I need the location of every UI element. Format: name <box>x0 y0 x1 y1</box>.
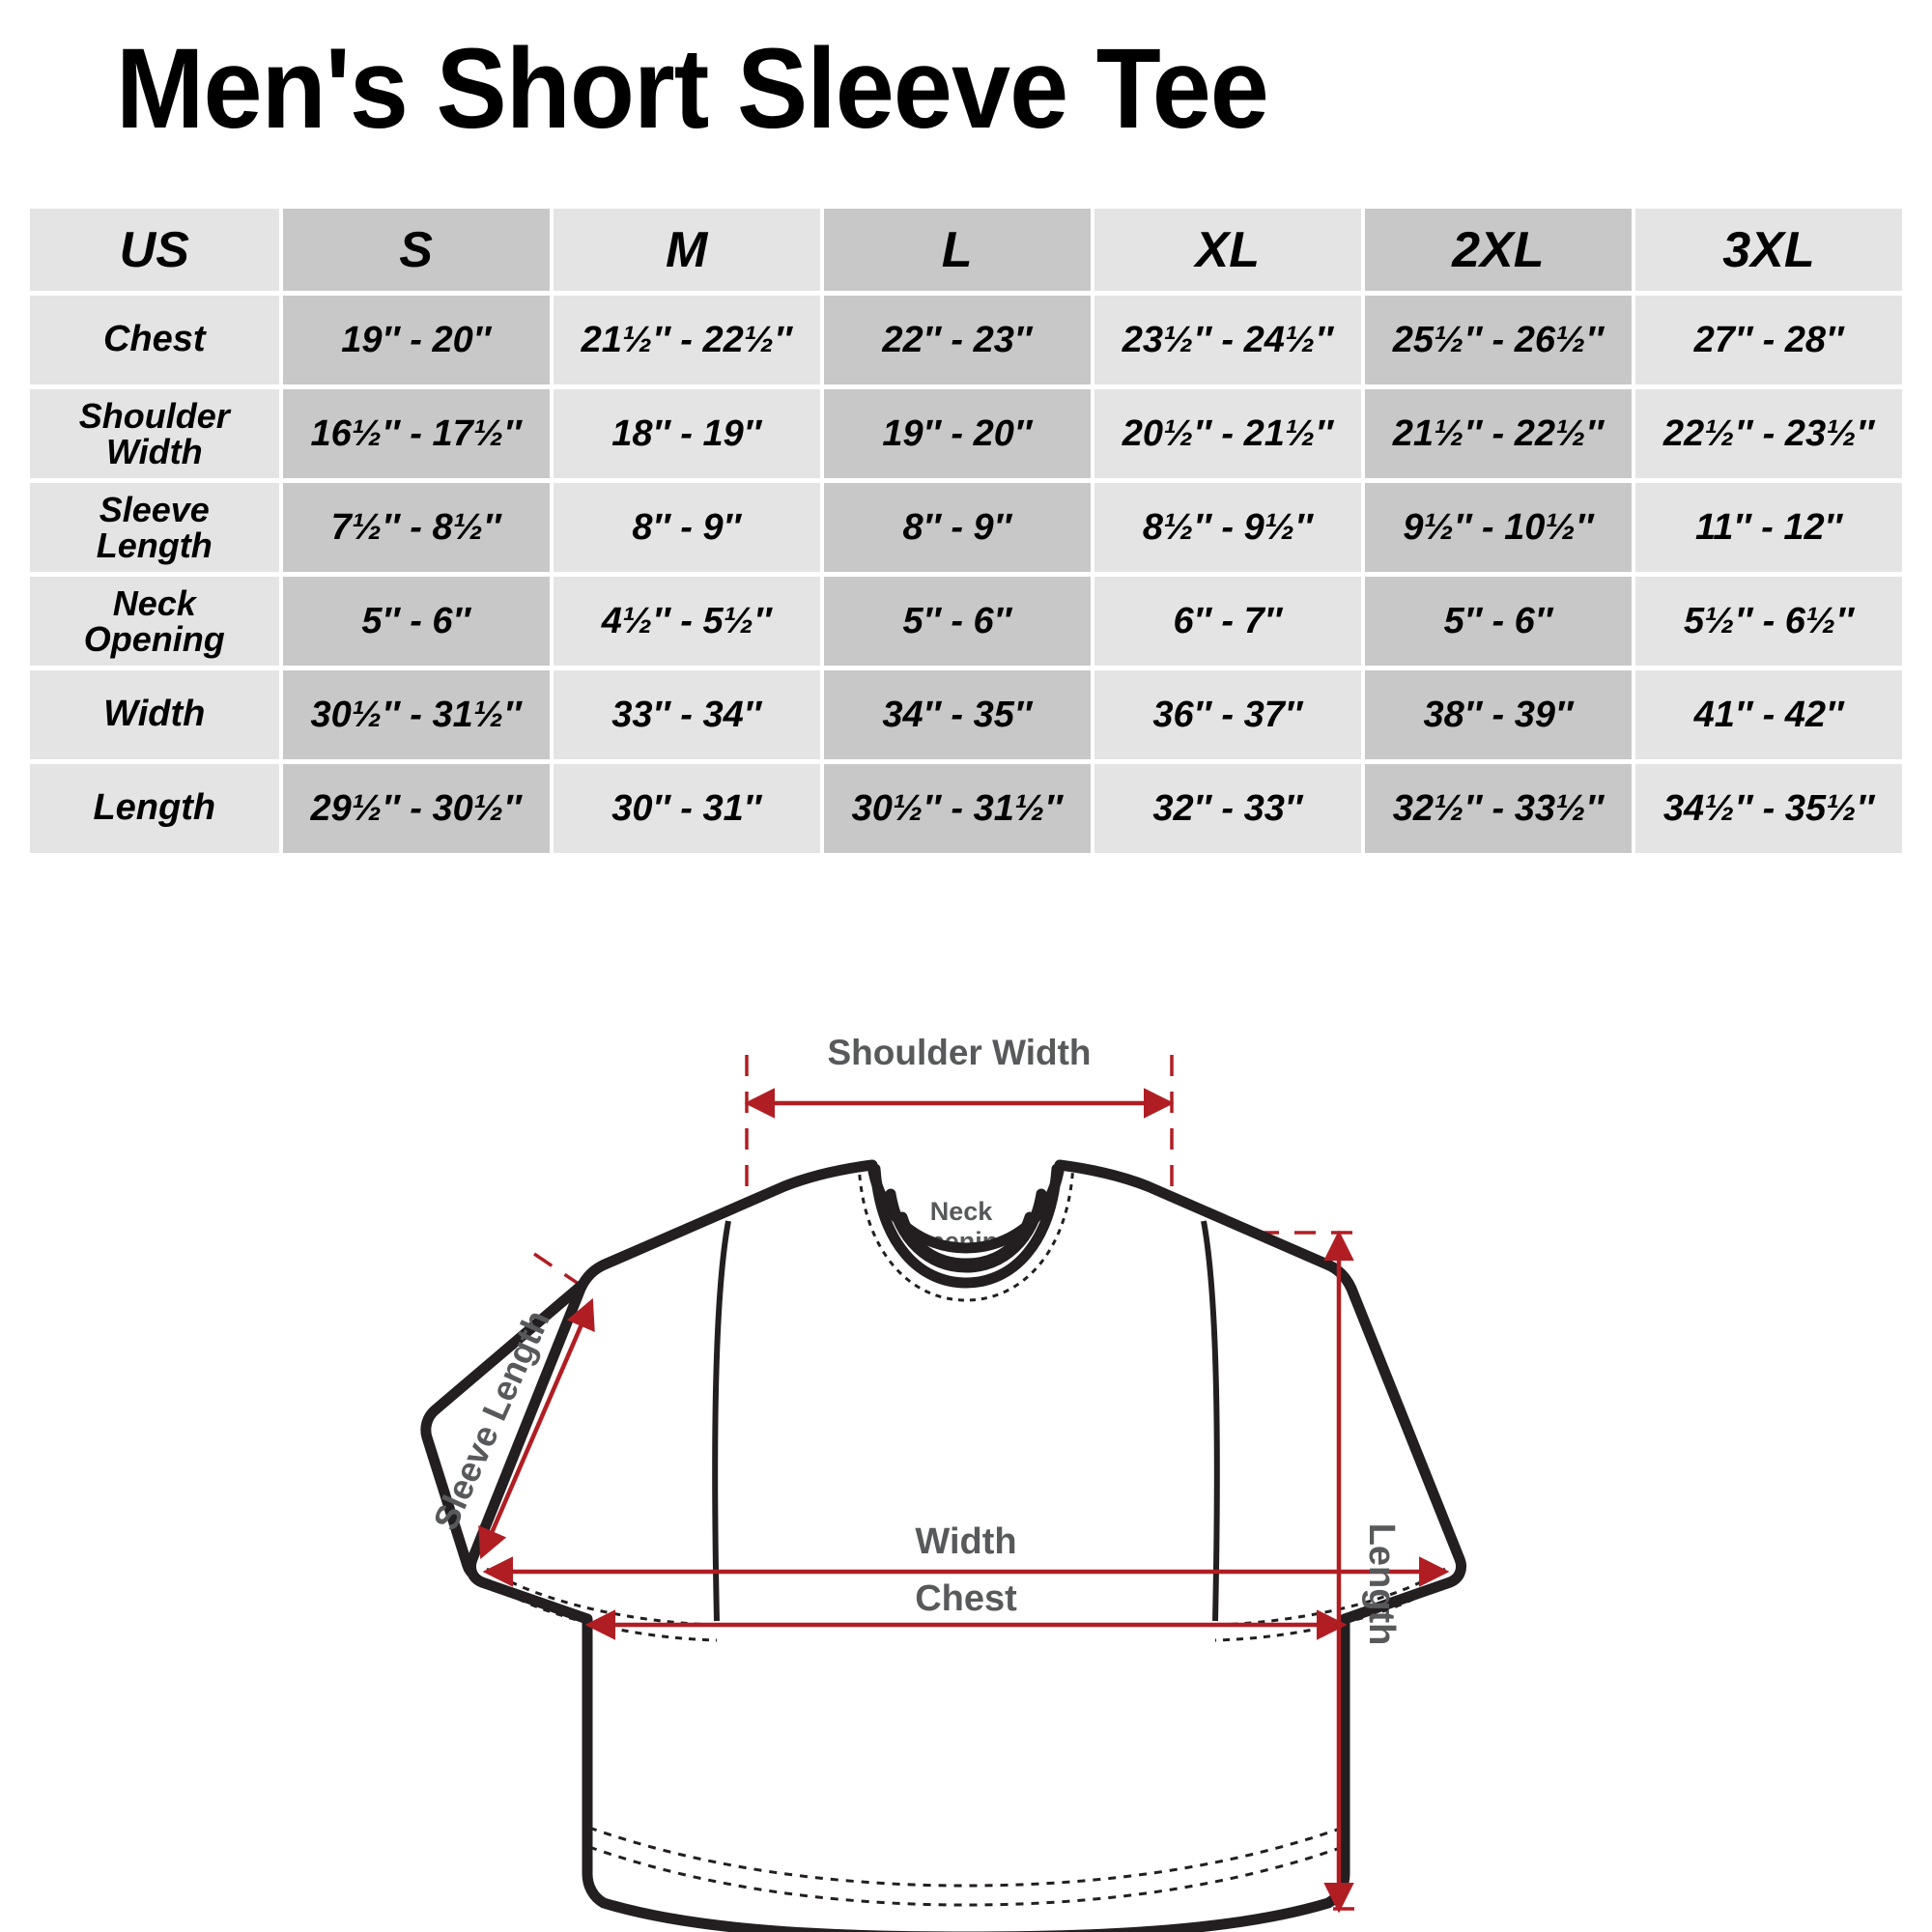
header-cell-2xl: 2XL <box>1364 209 1632 291</box>
cell-chest-2xl: 25½″ - 26½″ <box>1364 296 1632 384</box>
row-label-line2: Length <box>96 526 213 565</box>
tee-bottom-hem-stitch-2 <box>588 1845 1344 1907</box>
header-cell-us: US <box>30 209 279 291</box>
cell-chest-s: 19″ - 20″ <box>282 296 550 384</box>
table-row-width: Width 30½″ - 31½″ 33″ - 34″ 34″ - 35″ 36… <box>30 670 1902 759</box>
cell-length-2xl: 32½″ - 33½″ <box>1364 764 1632 853</box>
table-row-chest: Chest 19″ - 20″ 21½″ - 22½″ 22″ - 23″ 23… <box>30 296 1902 384</box>
row-label-line2: Width <box>105 432 203 471</box>
cell-shoulder-width-m: 18″ - 19″ <box>553 389 820 478</box>
cell-sleeve-length-l: 8″ - 9″ <box>823 483 1091 572</box>
cell-sleeve-length-m: 8″ - 9″ <box>553 483 820 572</box>
length-label: Length <box>1361 1523 1402 1646</box>
width-dimension: Width <box>482 1521 1450 1587</box>
cell-neck-opening-m: 4½″ - 5½″ <box>553 577 820 666</box>
header-cell-xl: XL <box>1094 209 1361 291</box>
cell-chest-l: 22″ - 23″ <box>823 296 1091 384</box>
chest-dimension: Chest <box>584 1578 1348 1640</box>
cell-length-3xl: 34½″ - 35½″ <box>1634 764 1902 853</box>
cell-sleeve-length-xl: 8½″ - 9½″ <box>1094 483 1361 572</box>
tee-collar-band-3 <box>896 1211 1036 1269</box>
chest-label: Chest <box>915 1578 1017 1619</box>
cell-width-2xl: 38″ - 39″ <box>1364 670 1632 759</box>
row-label-chest: Chest <box>30 296 279 384</box>
cell-length-l: 30½″ - 31½″ <box>823 764 1091 853</box>
cell-neck-opening-2xl: 5″ - 6″ <box>1364 577 1632 666</box>
cell-shoulder-width-2xl: 21½″ - 22½″ <box>1364 389 1632 478</box>
page-title: Men's Short Sleeve Tee <box>116 25 1269 153</box>
row-label-length: Length <box>30 764 279 853</box>
cell-sleeve-length-2xl: 9½″ - 10½″ <box>1364 483 1632 572</box>
cell-width-m: 33″ - 34″ <box>553 670 820 759</box>
table-header-row: US S M L XL 2XL 3XL <box>30 209 1902 291</box>
cell-chest-3xl: 27″ - 28″ <box>1634 296 1902 384</box>
tee-armhole-seam-right <box>1201 1220 1220 1622</box>
row-label-sleeve-length: Sleeve Length <box>30 483 279 572</box>
table-row-sleeve-length: Sleeve Length 7½″ - 8½″ 8″ - 9″ 8″ - 9″ … <box>30 483 1902 572</box>
cell-shoulder-width-s: 16½″ - 17½″ <box>282 389 550 478</box>
tee-collar-band-1 <box>869 1163 1063 1289</box>
cell-width-s: 30½″ - 31½″ <box>282 670 550 759</box>
cell-shoulder-width-xl: 20½″ - 21½″ <box>1094 389 1361 478</box>
cell-neck-opening-l: 5″ - 6″ <box>823 577 1091 666</box>
cell-neck-opening-s: 5″ - 6″ <box>282 577 550 666</box>
header-cell-l: L <box>823 209 1091 291</box>
cell-shoulder-width-l: 19″ - 20″ <box>823 389 1091 478</box>
header-cell-s: S <box>282 209 550 291</box>
header-cell-3xl: 3XL <box>1634 209 1902 291</box>
cell-neck-opening-xl: 6″ - 7″ <box>1094 577 1361 666</box>
table-row-neck-opening: Neck Opening 5″ - 6″ 4½″ - 5½″ 5″ - 6″ 6… <box>30 577 1902 666</box>
cell-width-xl: 36″ - 37″ <box>1094 670 1361 759</box>
cell-width-l: 34″ - 35″ <box>823 670 1091 759</box>
row-label-line1: Sleeve <box>99 489 210 529</box>
cell-length-m: 30″ - 31″ <box>553 764 820 853</box>
width-label: Width <box>915 1521 1016 1562</box>
row-label-line2: Opening <box>83 619 225 659</box>
table-row-length: Length 29½″ - 30½″ 30″ - 31″ 30½″ - 31½″… <box>30 764 1902 853</box>
tee-measurement-diagram: Shoulder Width Neck Opening <box>0 985 1932 1932</box>
cell-sleeve-length-3xl: 11″ - 12″ <box>1634 483 1902 572</box>
row-label-line1: Shoulder <box>78 395 230 436</box>
header-cell-m: M <box>553 209 820 291</box>
cell-width-3xl: 41″ - 42″ <box>1634 670 1902 759</box>
row-label-width: Width <box>30 670 279 759</box>
tee-collar-stitch <box>857 1162 1075 1302</box>
sleeve-length-arrow <box>478 1297 595 1560</box>
tee-armhole-seam-left <box>712 1220 731 1622</box>
cell-shoulder-width-3xl: 22½″ - 23½″ <box>1634 389 1902 478</box>
cell-length-xl: 32″ - 33″ <box>1094 764 1361 853</box>
neck-opening-label-line1: Neck <box>930 1197 994 1226</box>
shoulder-width-dimension: Shoulder Width <box>744 1033 1175 1119</box>
cell-chest-m: 21½″ - 22½″ <box>553 296 820 384</box>
shoulder-width-label: Shoulder Width <box>827 1033 1091 1072</box>
row-label-shoulder-width: Shoulder Width <box>30 389 279 478</box>
cell-length-s: 29½″ - 30½″ <box>282 764 550 853</box>
tee-bottom-hem-stitch-1 <box>588 1826 1344 1888</box>
table-row-shoulder-width: Shoulder Width 16½″ - 17½″ 18″ - 19″ 19″… <box>30 389 1902 478</box>
cell-sleeve-length-s: 7½″ - 8½″ <box>282 483 550 572</box>
row-label-neck-opening: Neck Opening <box>30 577 279 666</box>
length-dimension: Length <box>1323 1230 1402 1914</box>
cell-neck-opening-3xl: 5½″ - 6½″ <box>1634 577 1902 666</box>
cell-chest-xl: 23½″ - 24½″ <box>1094 296 1361 384</box>
row-label-line1: Neck <box>112 582 196 623</box>
size-chart-table: US S M L XL 2XL 3XL Chest 19″ - 20″ 21½″… <box>26 204 1906 858</box>
